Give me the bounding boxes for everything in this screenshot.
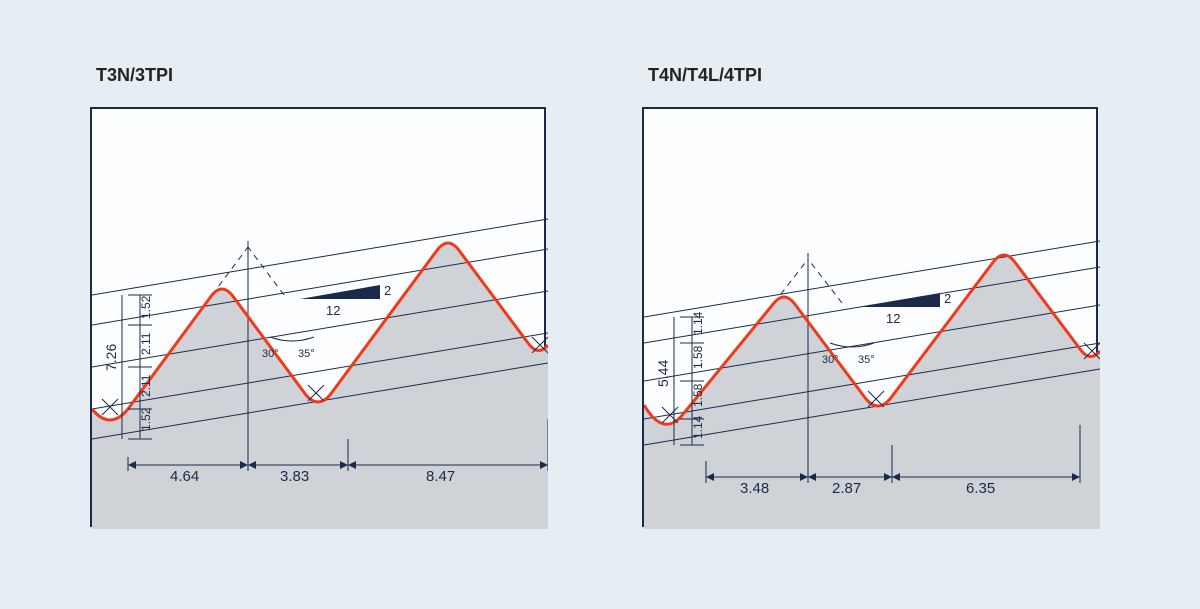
panel-left: 12 2 30° 35° [90,107,546,527]
title-left: T3N/3TPI [96,65,173,86]
hdim2-left: 3.83 [280,468,309,485]
vdim-d3-right: 1.58 [691,345,705,369]
angle-left-r: 30° [822,354,839,366]
vdim-d1-left: 1.52 [139,407,153,431]
title-left-text: T3N/3TPI [96,65,173,85]
angle-left-l: 30° [262,348,279,360]
hdim3-right: 6.35 [966,480,995,497]
slope-run-left: 12 [326,303,340,318]
vdim-total-left: 7.26 [103,344,119,371]
vdim-d1-right: 1.14 [691,415,705,439]
slope-rise-left: 2 [384,283,391,298]
vdim-d4-left: 1.52 [139,295,153,319]
angle-labels-right: 30° 35° [822,343,875,366]
thread-fill-right [644,255,1100,529]
vdim-d2-right: 1.58 [691,383,705,407]
hdim1-right: 3.48 [740,480,769,497]
vdim-d3-left: 2.11 [139,332,153,355]
panel-right: 12 2 30° 35° 5.44 1.14 1.58 [642,107,1098,527]
angle-right-r: 35° [858,354,875,366]
panel-left-svg: 12 2 30° 35° [92,109,548,529]
title-right-text: T4N/T4L/4TPI [648,65,762,85]
hdim2-right: 2.87 [832,480,861,497]
angle-labels-left: 30° 35° [262,337,315,360]
slope-run-right: 12 [886,311,900,326]
vdim-d2-left: 2.11 [139,374,153,397]
angle-right-l: 35° [298,348,315,360]
slope-rise-right: 2 [944,291,951,306]
page: T3N/3TPI T4N/T4L/4TPI [0,0,1200,609]
slope-triangle-right: 12 2 [860,291,951,326]
hdim1-left: 4.64 [170,468,199,485]
vdim-total-right: 5.44 [655,360,671,387]
hdim3-left: 8.47 [426,468,455,485]
panel-right-svg: 12 2 30° 35° 5.44 1.14 1.58 [644,109,1100,529]
thread-fill-left [92,243,548,529]
vdim-d4-right: 1.14 [691,311,705,335]
title-right: T4N/T4L/4TPI [648,65,762,86]
